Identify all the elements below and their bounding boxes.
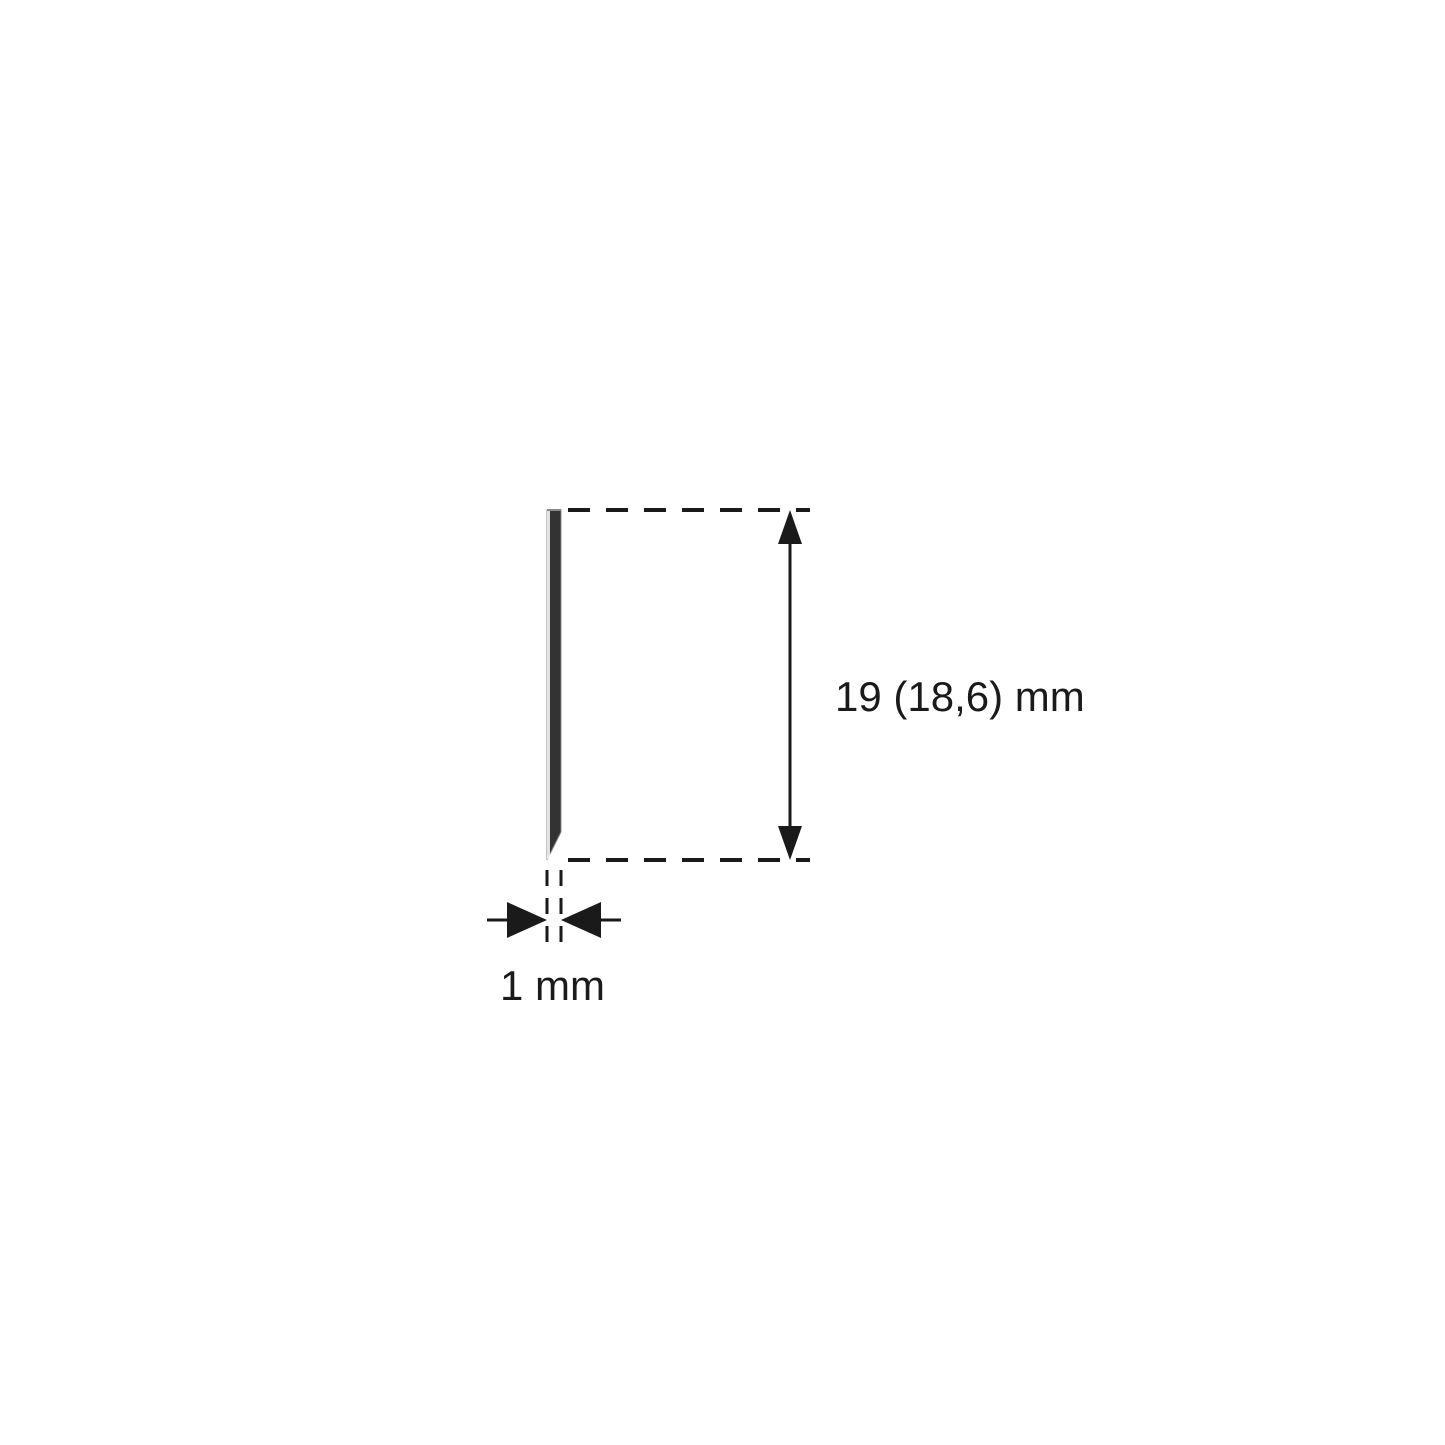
height-label: 19 (18,6) mm — [835, 673, 1085, 720]
dimension-diagram: 19 (18,6) mm 1 mm — [0, 0, 1445, 1445]
width-dimension: 1 mm — [487, 870, 621, 1009]
width-label: 1 mm — [500, 962, 605, 1009]
nail-body — [547, 510, 561, 860]
height-dimension: 19 (18,6) mm — [568, 510, 1085, 860]
